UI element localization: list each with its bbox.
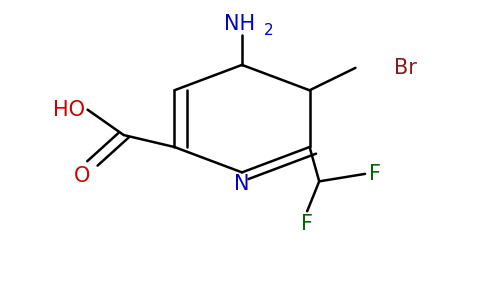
Text: F: F: [301, 214, 313, 234]
Text: HO: HO: [53, 100, 85, 120]
Text: 2: 2: [264, 23, 273, 38]
Text: Br: Br: [394, 58, 417, 78]
Text: NH: NH: [224, 14, 255, 34]
Text: N: N: [234, 174, 250, 194]
Text: O: O: [74, 167, 90, 186]
Text: F: F: [369, 164, 381, 184]
